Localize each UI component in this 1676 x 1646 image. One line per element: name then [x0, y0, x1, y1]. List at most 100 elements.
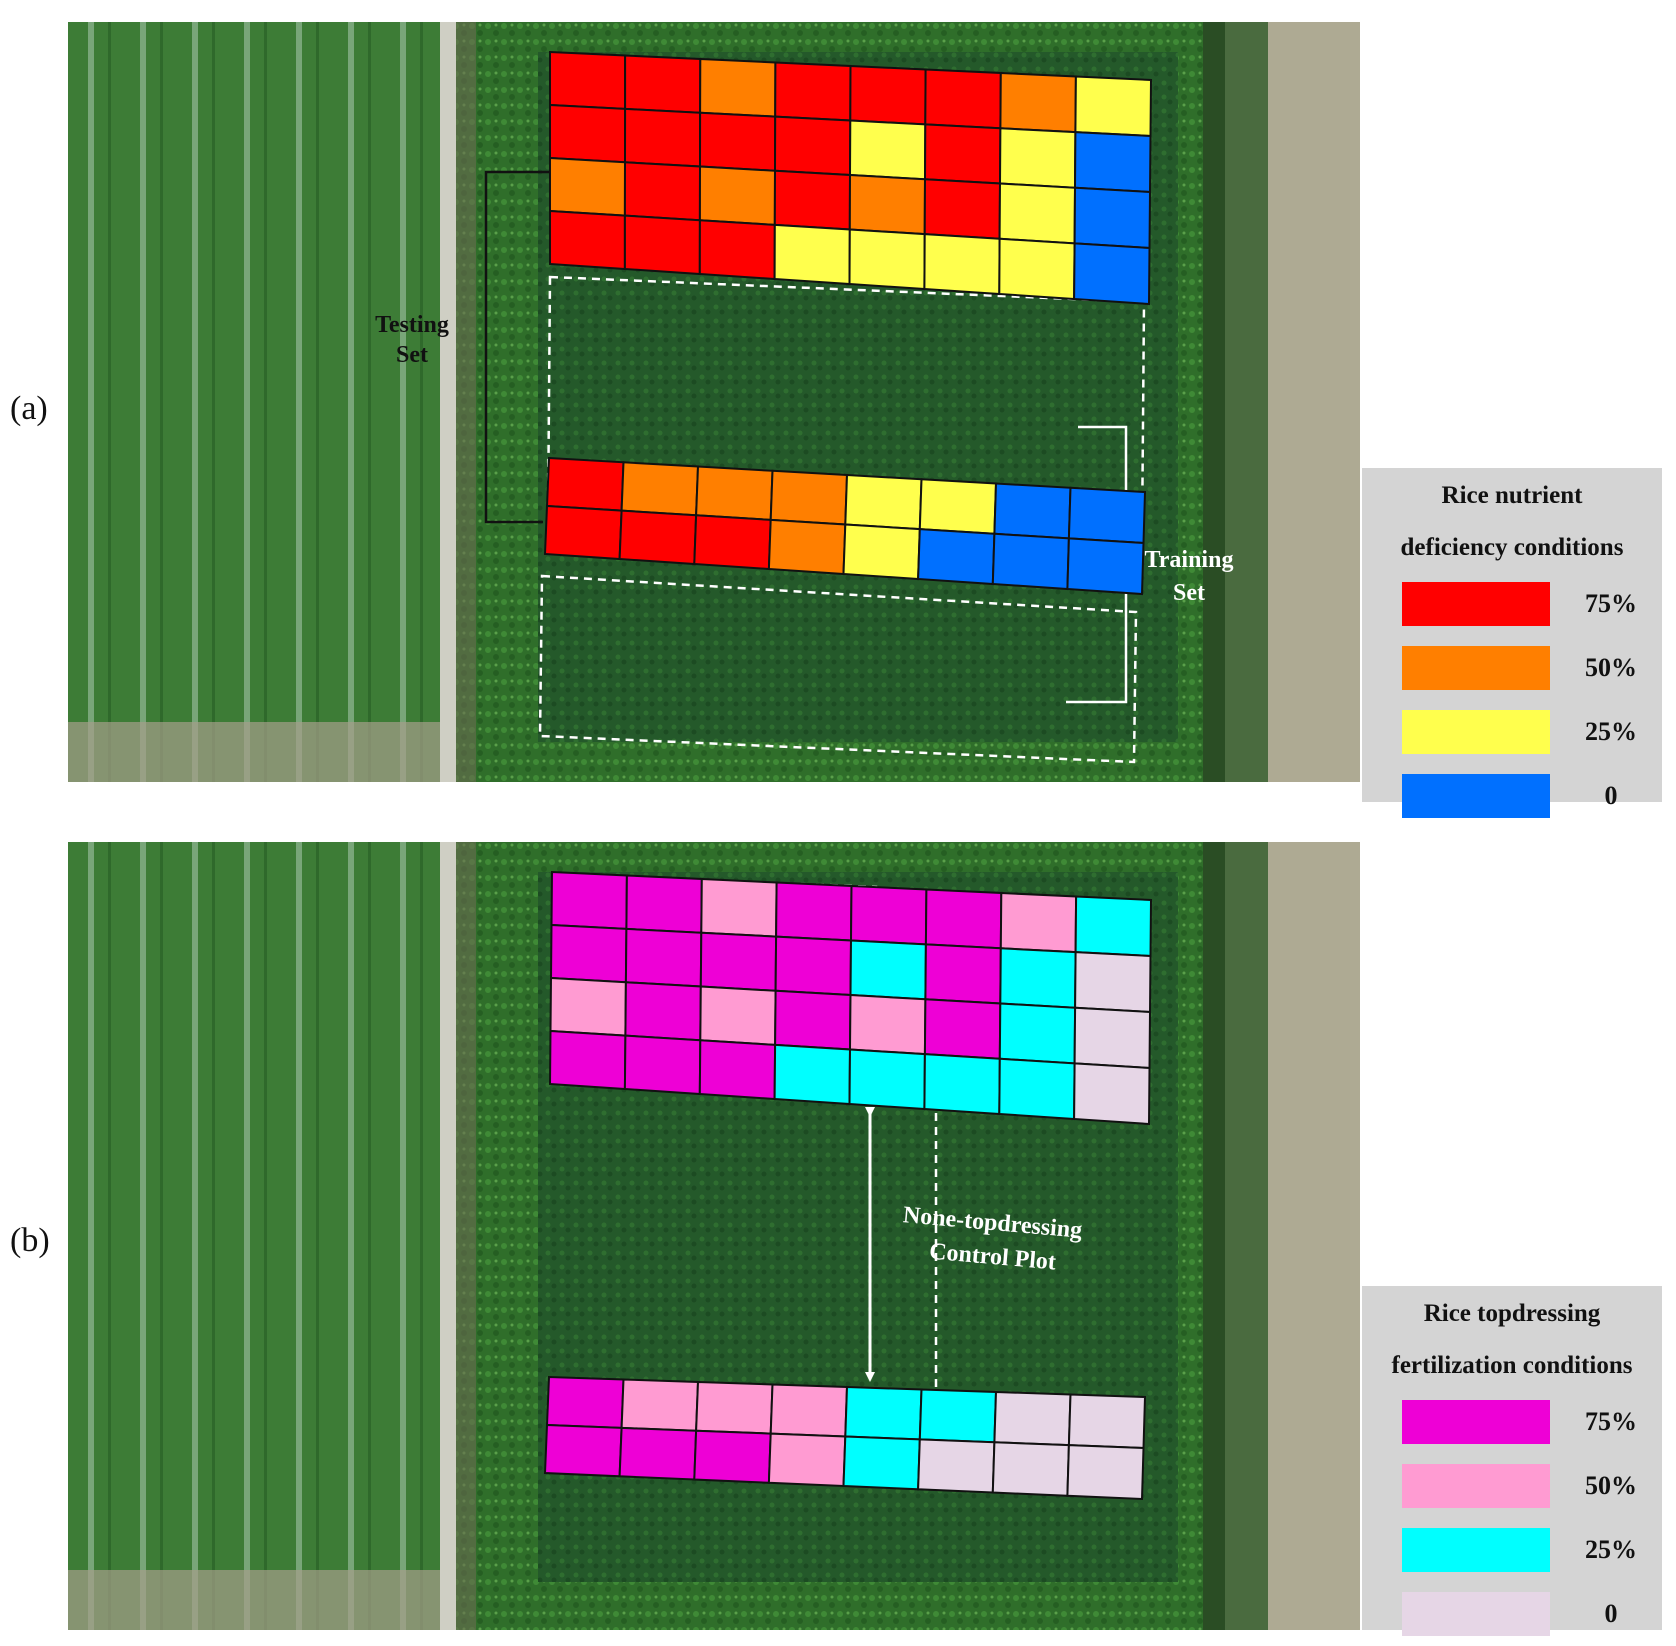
plot-cell-0-6 — [999, 891, 1078, 954]
plot-cell-3-3 — [773, 223, 851, 286]
legend-row: 75% — [1362, 1390, 1662, 1454]
panel-a-aerial-image: Testing Set Training Set — [68, 22, 1360, 782]
plot-cell-3-4 — [848, 1048, 926, 1111]
panel-a-upper-plot-grid — [549, 50, 1153, 306]
legend-swatch — [1402, 1528, 1550, 1572]
plot-cell-2-2 — [699, 985, 777, 1046]
plot-cell-3-7 — [1073, 242, 1151, 306]
plot-cell-0-5 — [918, 1388, 998, 1444]
legend-swatch — [1402, 646, 1550, 690]
legend-value: 75% — [1585, 589, 1637, 618]
plot-cell-2-0 — [549, 156, 627, 217]
testing-set-label-2: Set — [396, 342, 428, 368]
plot-cell-1-6 — [991, 532, 1070, 591]
plot-cell-2-6 — [998, 1002, 1077, 1065]
plot-cell-1-3 — [773, 115, 852, 177]
plot-cell-1-7 — [1066, 1444, 1145, 1501]
plot-cell-2-7 — [1073, 1006, 1152, 1070]
panel-b-aerial-image: None-topdressing Control Plot — [68, 842, 1360, 1630]
plot-cell-1-4 — [842, 1435, 921, 1491]
plot-cell-1-1 — [624, 927, 703, 988]
plot-cell-0-1 — [620, 461, 700, 517]
legend-swatch — [1402, 774, 1550, 818]
training-set-label-2: Set — [1173, 580, 1205, 606]
plot-cell-2-1 — [623, 161, 702, 222]
plot-cell-2-7 — [1073, 186, 1152, 250]
plot-cell-0-1 — [625, 874, 703, 934]
plot-cell-0-2 — [695, 465, 774, 521]
plot-cell-3-0 — [549, 209, 626, 271]
plot-cell-0-0 — [550, 870, 628, 930]
plot-cell-0-5 — [924, 888, 1003, 950]
plot-cell-0-3 — [769, 1383, 849, 1438]
legend-value: 75% — [1585, 1407, 1637, 1436]
plot-cell-0-3 — [775, 881, 853, 942]
plot-cell-0-2 — [695, 1380, 774, 1435]
legend-swatch — [1402, 710, 1550, 754]
plot-cell-1-3 — [767, 1432, 847, 1488]
legend-value: 25% — [1585, 1535, 1637, 1564]
legend-title-line1: Rice nutrient — [1441, 482, 1583, 509]
plot-cell-3-1 — [623, 214, 701, 276]
plot-cell-0-0 — [545, 1375, 625, 1429]
plot-cell-1-2 — [693, 514, 772, 571]
plot-cell-1-0 — [543, 1423, 623, 1478]
plot-cell-0-1 — [620, 1378, 700, 1432]
plot-cell-0-2 — [700, 877, 778, 938]
plot-cell-3-3 — [773, 1043, 852, 1106]
plot-cell-3-7 — [1073, 1062, 1151, 1126]
testing-set-label-1: Testing — [375, 312, 449, 338]
plot-cell-1-0 — [549, 103, 627, 164]
plot-cell-3-5 — [923, 233, 1001, 296]
plot-cell-1-4 — [848, 119, 927, 181]
plot-cell-0-3 — [769, 469, 849, 526]
plot-cell-3-6 — [998, 1057, 1076, 1121]
plot-cell-1-4 — [842, 523, 921, 581]
legend-row: 75% — [1362, 572, 1662, 636]
panel-b-lower-plot-grid — [543, 1375, 1147, 1501]
plot-cell-2-6 — [998, 182, 1077, 245]
plot-cell-1-7 — [1066, 537, 1145, 596]
plot-cell-0-1 — [624, 54, 702, 114]
plot-cell-0-3 — [774, 61, 852, 122]
plot-cell-3-0 — [548, 1029, 627, 1091]
plot-cell-0-5 — [924, 68, 1002, 130]
legend-value: 50% — [1585, 1471, 1637, 1500]
plot-cell-2-5 — [923, 178, 1002, 240]
plot-cell-2-0 — [549, 976, 627, 1037]
plot-cell-2-4 — [848, 173, 927, 236]
plot-cell-1-0 — [543, 504, 623, 561]
plot-cell-3-1 — [623, 1034, 702, 1096]
panel-a-label: (a) — [10, 390, 48, 427]
plot-cell-0-5 — [918, 478, 998, 535]
plot-cell-2-3 — [774, 989, 852, 1051]
legend-row: 25% — [1362, 700, 1662, 764]
plot-cell-0-4 — [844, 1385, 923, 1441]
plot-cell-1-3 — [774, 935, 853, 997]
legend-swatch — [1402, 1592, 1550, 1636]
panel-b-label: (b) — [10, 1222, 50, 1259]
plot-cell-3-2 — [698, 1039, 777, 1101]
legend-swatch — [1402, 1464, 1550, 1508]
plot-cell-1-5 — [917, 1438, 996, 1494]
legend-title-line2: deficiency conditions — [1400, 534, 1624, 561]
legend-row: 25% — [1362, 1518, 1662, 1582]
plot-cell-0-4 — [849, 64, 927, 126]
legend-title-line2: fertilization conditions — [1391, 1352, 1633, 1379]
panel-b-upper-plot-grid — [548, 870, 1153, 1126]
plot-cell-2-3 — [773, 169, 852, 231]
legend-row: 0 — [1362, 764, 1662, 828]
legend-row: 0 — [1362, 1582, 1662, 1646]
plot-cell-1-2 — [699, 931, 778, 992]
legend-row: 50% — [1362, 636, 1662, 700]
plot-cell-1-1 — [618, 1426, 698, 1481]
plot-cell-3-5 — [923, 1053, 1001, 1116]
plot-cell-1-7 — [1074, 951, 1152, 1014]
legend-title-line1: Rice topdressing — [1423, 1300, 1601, 1327]
plot-cell-0-7 — [1067, 486, 1147, 545]
plot-cell-0-4 — [844, 473, 923, 531]
plot-cell-0-4 — [849, 884, 928, 946]
plot-cell-1-1 — [618, 509, 698, 566]
legend-value: 0 — [1604, 781, 1618, 810]
legend-value: 25% — [1585, 717, 1637, 746]
